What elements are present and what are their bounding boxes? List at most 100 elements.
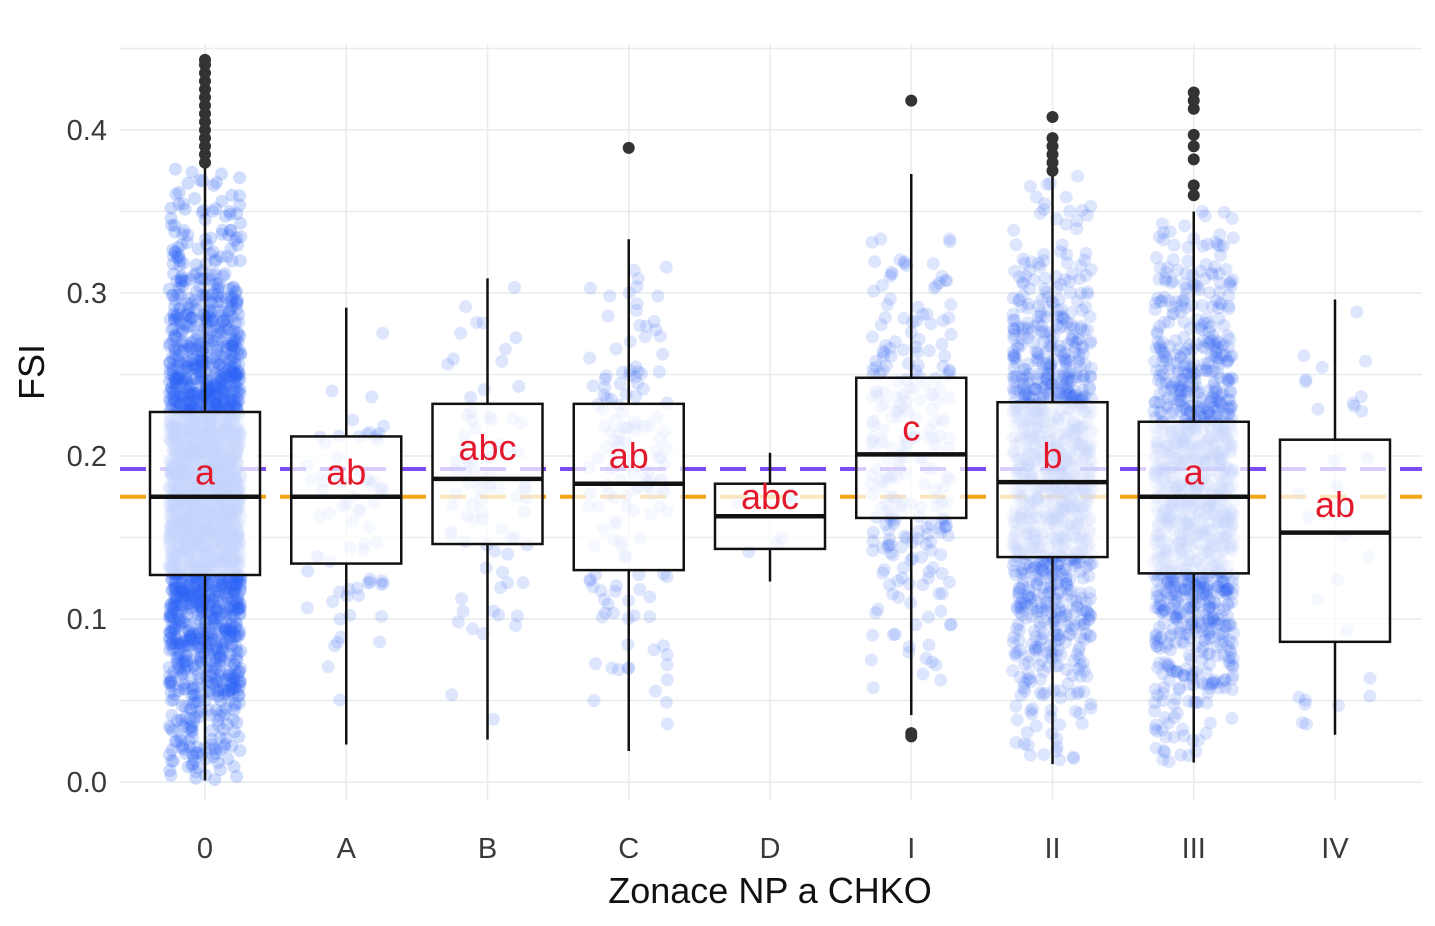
data-point — [216, 577, 230, 591]
data-point — [186, 352, 200, 366]
data-point — [1069, 367, 1083, 381]
data-point — [227, 670, 241, 684]
data-point — [167, 622, 181, 635]
data-point — [1084, 334, 1098, 348]
data-point — [206, 278, 220, 292]
data-point — [214, 250, 228, 264]
data-point — [181, 624, 195, 638]
data-point — [1038, 271, 1052, 285]
data-point — [866, 525, 880, 539]
data-point — [171, 240, 185, 254]
data-point — [1012, 586, 1026, 600]
data-point — [226, 674, 240, 688]
data-point — [208, 267, 222, 281]
data-point — [1061, 619, 1075, 633]
data-point — [1010, 602, 1024, 616]
data-point — [196, 353, 210, 367]
data-point — [629, 389, 643, 403]
data-point — [869, 606, 883, 620]
data-point — [208, 590, 222, 604]
data-point — [643, 590, 657, 604]
data-point — [916, 667, 930, 681]
data-point — [178, 710, 192, 724]
data-point — [1011, 618, 1025, 632]
data-point — [167, 612, 181, 626]
data-point — [224, 223, 238, 237]
data-point — [203, 606, 217, 620]
data-point — [162, 282, 176, 296]
data-point — [1030, 573, 1044, 587]
data-point — [222, 586, 236, 600]
data-point — [182, 339, 196, 353]
data-point — [205, 665, 219, 679]
data-point — [1076, 340, 1090, 354]
data-point — [221, 373, 235, 387]
data-point — [196, 395, 210, 409]
data-point — [180, 583, 194, 597]
data-point — [1053, 632, 1066, 646]
data-point — [229, 697, 243, 711]
data-point — [210, 672, 224, 686]
data-point — [451, 615, 465, 629]
data-point — [206, 314, 220, 328]
data-point — [186, 696, 200, 710]
data-point — [213, 325, 227, 339]
data-point — [184, 630, 198, 644]
data-point — [230, 629, 244, 643]
data-point — [175, 639, 189, 653]
data-point — [223, 647, 237, 661]
data-point — [230, 597, 244, 611]
data-point — [162, 676, 176, 690]
data-point — [1080, 560, 1093, 574]
data-point — [1053, 684, 1067, 698]
data-point — [174, 587, 188, 601]
data-point — [166, 243, 180, 257]
data-point — [1078, 389, 1092, 403]
data-point — [182, 588, 195, 602]
data-point — [221, 669, 235, 683]
data-point — [190, 315, 204, 328]
data-point — [187, 372, 201, 386]
data-point — [459, 300, 473, 314]
data-point — [209, 651, 223, 665]
data-point — [172, 324, 185, 338]
data-point — [660, 658, 674, 672]
data-point — [193, 601, 207, 615]
data-point — [1054, 278, 1068, 291]
data-point — [938, 520, 952, 533]
data-point — [173, 370, 187, 384]
data-point — [229, 639, 243, 653]
data-point — [174, 317, 188, 331]
data-point — [187, 387, 201, 400]
data-point — [165, 637, 179, 651]
data-point — [168, 387, 182, 401]
data-point — [205, 592, 219, 606]
data-point — [192, 578, 206, 591]
data-point — [167, 308, 181, 322]
data-point — [583, 351, 597, 365]
data-point — [164, 211, 178, 225]
data-point — [172, 684, 186, 698]
data-point — [1063, 385, 1077, 399]
data-point — [178, 335, 192, 349]
data-point — [173, 637, 187, 651]
data-point — [1011, 339, 1024, 353]
data-point — [163, 669, 177, 683]
data-point — [204, 636, 218, 650]
data-point — [210, 579, 223, 593]
data-point — [210, 348, 224, 361]
data-point — [222, 603, 236, 616]
data-point — [470, 316, 484, 329]
data-point — [233, 600, 247, 614]
data-point — [897, 343, 910, 357]
data-point — [193, 585, 207, 599]
data-point — [1069, 556, 1083, 570]
data-point — [165, 288, 179, 302]
data-point — [1064, 374, 1078, 388]
data-point — [376, 326, 390, 340]
data-point — [222, 363, 236, 377]
data-point — [176, 256, 190, 270]
data-point — [942, 575, 956, 589]
data-point — [173, 344, 187, 358]
data-point — [227, 699, 241, 713]
